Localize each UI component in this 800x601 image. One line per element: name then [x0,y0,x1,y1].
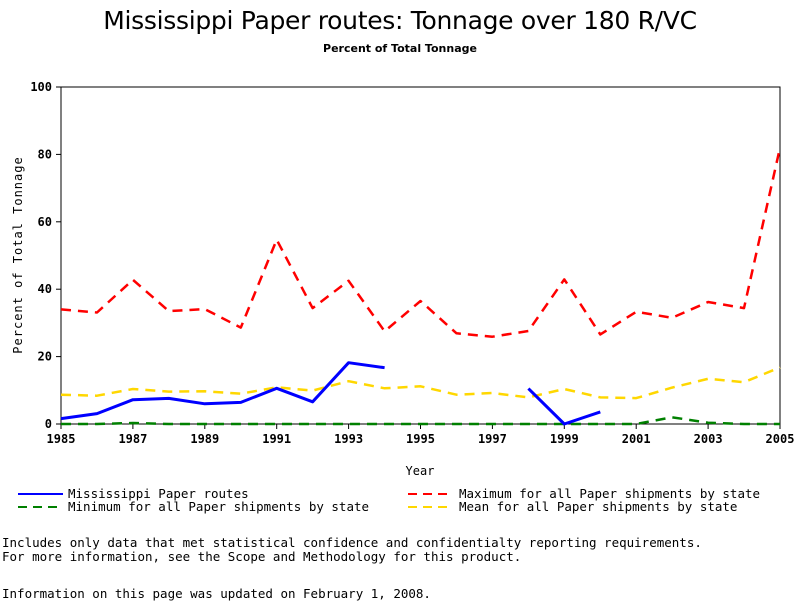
footnote-methodology: For more information, see the Scope and … [2,549,522,564]
legend-label-minimum: Minimum for all Paper shipments by state [68,499,369,514]
legend-label-mississippi: Mississippi Paper routes [68,486,249,501]
y-tick-label: 80 [38,147,52,161]
y-tick-label: 100 [30,80,52,94]
x-axis-ticks: 1985 1987 1989 1991 1993 1995 1997 1999 2001 2003… [47,424,795,446]
x-tick-label: 1987 [118,432,147,446]
legend: Mississippi Paper routes Maximum for all… [18,486,760,514]
x-tick-label: 1995 [406,432,435,446]
x-tick-label: 1989 [190,432,219,446]
series-line-mississippi [60,361,385,421]
footnote-confidence: Includes only data that met statistical … [2,535,702,550]
x-tick-label: 2005 [766,432,795,446]
y-tick-label: 0 [45,417,52,431]
y-tick-label: 20 [38,350,52,364]
x-tick-label: 1991 [262,432,291,446]
chart-title: Mississippi Paper routes: Tonnage over 1… [103,6,697,35]
legend-label-maximum: Maximum for all Paper shipments by state [459,486,760,501]
series-line-mean [60,366,781,400]
x-tick-label: 2003 [694,432,723,446]
x-tick-label: 1999 [550,432,579,446]
x-tick-label: 1985 [47,432,76,446]
x-tick-label: 2001 [622,432,651,446]
y-tick-label: 60 [38,215,52,229]
x-axis-label: Year [406,464,435,478]
plot-area-frame [60,86,781,425]
series-line-mississippi [527,387,601,426]
y-axis-ticks: 0 20 40 60 80 100 [30,80,61,431]
x-tick-label: 1997 [478,432,507,446]
legend-label-mean: Mean for all Paper shipments by state [459,499,737,514]
y-axis-label: Percent of Total Tonnage [11,156,25,353]
x-tick-label: 1993 [334,432,363,446]
y-tick-label: 40 [38,282,52,296]
footnote-updated: Information on this page was updated on … [2,586,431,601]
series-line-minimum [61,416,780,426]
chart-subtitle: Percent of Total Tonnage [323,42,477,55]
series-lines [60,147,782,426]
series-line-maximum [60,147,782,338]
